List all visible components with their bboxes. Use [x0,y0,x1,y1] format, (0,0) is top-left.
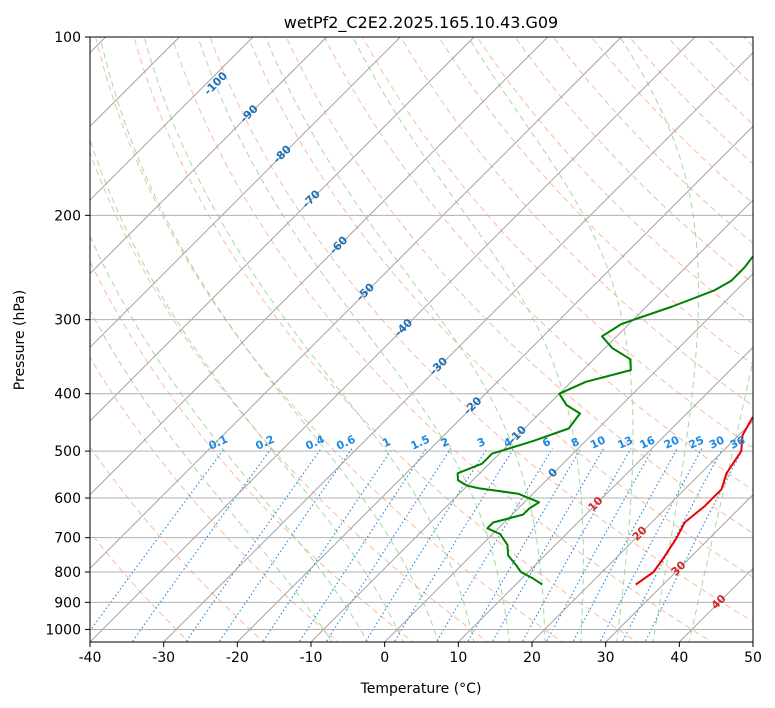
isotherm-line [90,37,622,569]
x-tick-label: 0 [380,650,389,666]
x-tick-label: -30 [152,650,175,666]
x-tick-label: -20 [226,650,249,666]
sounding-series [456,254,753,586]
isotherm-line [384,273,753,642]
mixing-ratio-line [435,448,553,642]
isotherm-line [237,125,753,642]
mixing-ratio-line [364,448,488,642]
mixing-ratio-line [185,448,322,642]
chart-title: wetPf2_C2E2.2025.165.10.43.G09 [284,13,558,33]
isotherm-line [752,641,753,642]
mixing-ratio-line [325,448,452,642]
mixing-ratio-label: 25 [687,434,706,452]
y-tick-label: 400 [54,387,81,403]
isotherm-line [90,37,401,348]
isotherm-line [90,37,548,496]
isotherm-line [90,37,254,201]
dry-adiabat [476,37,753,325]
mixing-ratio-line [521,448,632,642]
y-tick-label: 700 [54,531,81,547]
mixing-ratio-label: 16 [638,433,658,451]
mixing-ratio-line [218,448,353,642]
mixing-ratio-line [298,448,427,642]
isotherm-line [90,37,327,275]
plot-frame [89,36,754,643]
mixing-ratio-label: 10 [588,433,608,451]
mixing-ratio-line [466,448,582,642]
x-tick-label: 10 [449,650,467,666]
moist-adiabat [90,138,404,642]
mixing-ratio-line [262,448,393,642]
dry-adiabat [769,24,775,645]
dry-adiabat [90,151,489,642]
isotherm-line [90,37,475,422]
pressure-gridlines [90,37,753,630]
mixing-ratio-label: 36 [728,433,748,451]
dry-adiabat [514,37,753,285]
x-tick-label: -40 [79,650,102,666]
y-tick-label: 600 [54,491,81,507]
x-tick-label: -10 [300,650,323,666]
y-tick-label: 100 [54,30,81,46]
isotherm-line [458,346,753,642]
y-tick-label: 300 [54,313,81,329]
mixing-ratio-line [393,448,515,642]
isotherm-line [90,37,696,642]
y-tick-label: 800 [54,565,81,581]
moist-adiabat [90,235,369,642]
y-tick-label: 200 [54,208,81,224]
isotherm-line [605,494,753,642]
x-tick-label: 20 [523,650,541,666]
x-axis-label: Temperature (°C) [360,681,482,697]
mixing-ratio-line [131,448,272,642]
isotherm-line [310,199,753,642]
axes: -40 -30 -20 -10 0 10 20 30 40 50 100 200 300 400 500 60… [45,30,762,666]
dry-adiabat [90,260,414,642]
y-tick-label: 900 [54,595,81,611]
isotherm-line [163,52,753,642]
dewpoint-profile [456,254,753,586]
y-tick-label: 500 [54,444,81,460]
mixing-ratio-label: 13 [616,434,635,452]
x-tick-label: 30 [597,650,615,666]
y-tick-label: 1000 [45,622,81,638]
mixing-ratio-line [545,448,654,642]
y-axis-label: Pressure (hPa) [12,290,28,390]
mixing-ratio-label: 30 [707,433,727,451]
plot-background [90,37,753,642]
temperature-profile [635,415,753,586]
isotherm-line [531,420,753,642]
mixing-ratio-label: 20 [662,433,682,451]
mixing-ratio-line [621,448,723,642]
x-tick-label: 40 [670,650,688,666]
x-tick-label: 50 [744,650,762,666]
